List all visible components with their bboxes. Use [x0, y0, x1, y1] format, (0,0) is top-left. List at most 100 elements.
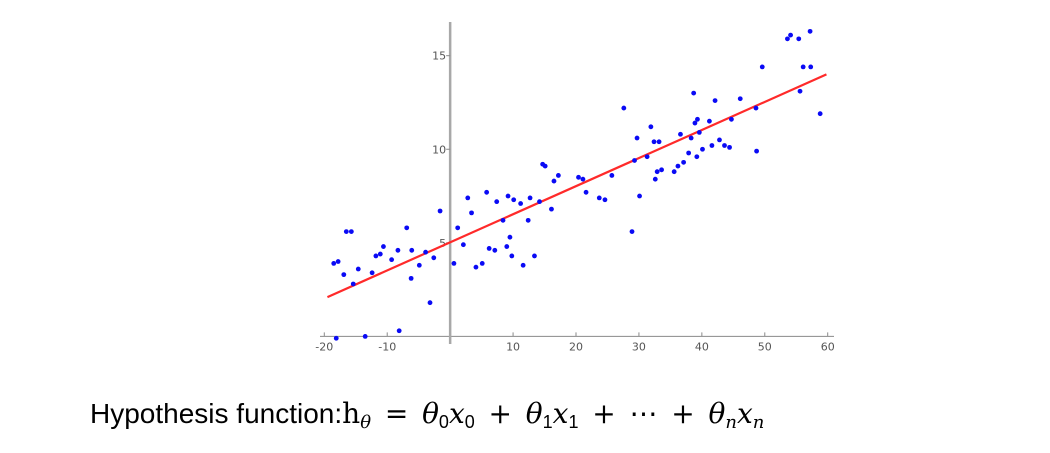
data-point [348, 229, 354, 234]
data-point [460, 242, 466, 248]
data-point [486, 246, 492, 251]
data-point [507, 234, 513, 240]
data-point [465, 195, 471, 201]
data-point [785, 36, 790, 42]
data-point [797, 88, 803, 94]
data-point [416, 262, 422, 268]
data-point [350, 281, 356, 287]
data-point [651, 139, 657, 145]
theta-1-sub: 1 [542, 412, 553, 432]
theta-n: θ [708, 397, 726, 430]
equals-sign: = [384, 397, 409, 430]
data-point [341, 272, 347, 278]
x-0: x [448, 397, 465, 430]
data-point [423, 249, 429, 255]
data-point [431, 255, 437, 261]
data-point [537, 199, 542, 205]
regression-line [326, 73, 827, 299]
data-point [654, 169, 660, 175]
data-point [551, 178, 557, 184]
data-point [652, 176, 658, 182]
data-point [671, 169, 677, 175]
data-point [637, 193, 642, 199]
data-point [395, 247, 401, 253]
data-point [796, 36, 802, 42]
data-point [500, 217, 506, 223]
data-point [688, 135, 694, 141]
x-0-sub: 0 [464, 412, 475, 432]
theta-0: θ [422, 397, 439, 430]
data-point [754, 148, 759, 154]
regression-line-layer [326, 73, 827, 299]
data-point [722, 143, 727, 148]
y-tick-label: 5 [439, 237, 446, 250]
data-point [494, 199, 500, 205]
theta-0-sub: 0 [438, 412, 449, 432]
data-point [369, 270, 375, 276]
x-tick-label: 10 [506, 340, 520, 353]
h-subscript: θ [360, 412, 372, 433]
data-point [532, 253, 537, 259]
data-point [759, 64, 765, 70]
data-point [377, 251, 383, 257]
data-point [479, 261, 485, 266]
data-point [681, 159, 687, 165]
data-point [686, 150, 692, 156]
data-point [695, 116, 700, 122]
data-point [729, 116, 734, 122]
theta-n-sub: n [725, 412, 737, 433]
data-point [707, 118, 712, 124]
data-point [527, 195, 533, 201]
hypothesis-caption: Hypothesis function:hθ = θ0x0 + θ1x1 + ⋯… [90, 384, 990, 444]
x-1-sub: 1 [568, 412, 579, 432]
data-point [691, 90, 697, 96]
data-point [355, 266, 361, 272]
data-point [396, 328, 402, 334]
data-points-layer [331, 28, 823, 341]
data-point [555, 173, 561, 178]
data-point [409, 247, 415, 253]
data-point [389, 257, 395, 263]
plus-sign-3: + [671, 397, 695, 430]
data-point [712, 98, 718, 103]
data-point [659, 167, 664, 173]
data-point [437, 208, 443, 214]
data-point [381, 244, 386, 249]
data-point [692, 120, 698, 126]
scatter-chart: -20 -10 10 20 30 40 50 60 5 10 15 [315, 22, 835, 353]
data-point [427, 300, 433, 306]
data-point [520, 262, 526, 268]
data-point [808, 64, 814, 70]
data-point [700, 146, 705, 152]
data-point [580, 176, 586, 182]
data-point [492, 247, 498, 253]
data-point [484, 189, 490, 195]
ellipsis: ⋯ [629, 397, 658, 430]
data-point [602, 197, 608, 203]
theta-1: θ [525, 397, 543, 430]
plus-sign-2: + [592, 397, 616, 430]
data-point [504, 244, 510, 249]
data-point [525, 217, 531, 223]
data-point [343, 229, 349, 234]
data-point [331, 261, 337, 266]
x-tick-label: 60 [821, 340, 835, 353]
data-point [709, 143, 715, 148]
data-point [511, 197, 517, 203]
x-1: x [552, 397, 569, 430]
data-point [694, 154, 700, 160]
data-point [727, 144, 732, 150]
data-point [696, 130, 702, 135]
data-point [632, 158, 637, 163]
caption-prefix: Hypothesis function: [90, 398, 343, 429]
y-tick-label: 10 [432, 143, 446, 156]
data-point [675, 163, 681, 169]
plus-sign-1: + [488, 397, 512, 430]
data-point [621, 105, 627, 111]
data-point [800, 64, 806, 70]
data-point [629, 229, 635, 234]
data-point [408, 275, 414, 281]
data-point [509, 253, 515, 259]
data-point [505, 193, 511, 199]
